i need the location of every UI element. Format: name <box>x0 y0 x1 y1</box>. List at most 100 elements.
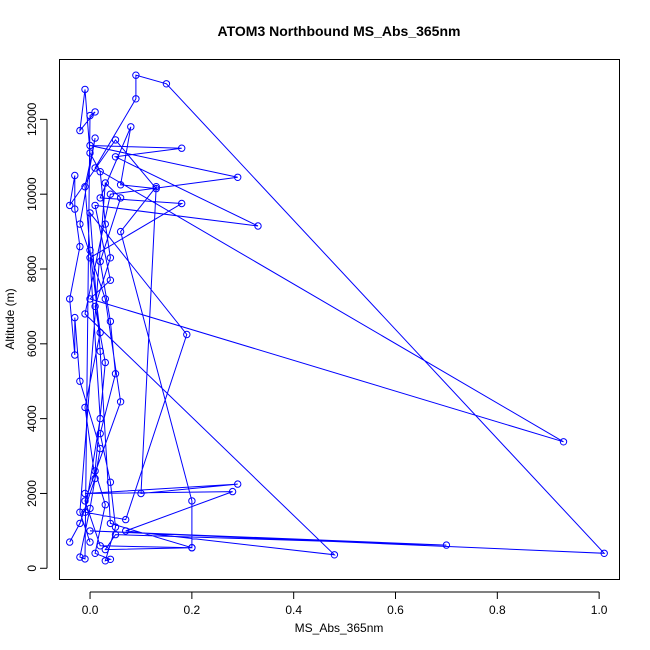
data-point <box>91 474 99 483</box>
data-point <box>81 497 89 505</box>
data-point <box>76 242 84 251</box>
data-point <box>66 538 74 546</box>
data-point <box>234 173 242 182</box>
data-point <box>442 541 451 549</box>
y-axis-label: Altitude (m) <box>3 288 17 349</box>
data-point <box>91 302 99 311</box>
data-point <box>106 555 115 563</box>
data-point <box>81 183 89 191</box>
data-point <box>106 254 115 262</box>
data-point <box>66 201 74 210</box>
data-point <box>137 489 145 498</box>
data-point <box>101 358 110 367</box>
data-point <box>116 398 125 406</box>
data-point <box>106 190 115 198</box>
data-point <box>101 295 110 303</box>
x-tick-label: 0.0 <box>82 603 99 617</box>
y-tick-label: 0 <box>25 565 39 572</box>
data-point <box>234 480 242 488</box>
data-point <box>86 141 94 150</box>
data-point <box>91 108 99 116</box>
data-point <box>111 530 120 539</box>
y-tick-label: 6000 <box>25 330 39 357</box>
data-point <box>96 542 104 550</box>
y-axis: 0 2000 4000 6000 8000 10000 12000 <box>25 102 48 572</box>
data-point <box>162 80 171 88</box>
data-point <box>96 444 104 453</box>
data-point <box>86 527 94 535</box>
series-layer <box>66 71 608 565</box>
data-point <box>86 149 94 157</box>
data-point <box>101 545 110 554</box>
data-point <box>86 295 94 303</box>
data-point <box>71 205 79 213</box>
data-point <box>76 220 84 228</box>
data-point <box>91 467 99 475</box>
y-tick-label: 10000 <box>25 177 39 211</box>
data-point <box>116 181 125 189</box>
data-point <box>228 487 237 496</box>
data-point <box>81 555 89 563</box>
plot-area <box>59 59 620 580</box>
data-point <box>600 549 608 557</box>
data-point <box>111 153 120 161</box>
series-line <box>69 74 606 562</box>
data-point <box>96 347 104 355</box>
data-point <box>91 164 99 172</box>
data-point <box>81 310 89 318</box>
data-point <box>96 168 104 176</box>
data-point <box>178 144 186 152</box>
data-point <box>71 171 79 180</box>
data-point <box>86 504 94 513</box>
data-point <box>132 71 140 79</box>
data-point <box>132 95 140 103</box>
data-point <box>86 538 94 546</box>
data-point <box>71 351 79 359</box>
y-tick-label: 8000 <box>25 255 39 282</box>
data-point <box>178 199 186 208</box>
x-axis-label: MS_Abs_365nm <box>295 621 384 635</box>
data-point <box>559 438 568 446</box>
data-point <box>76 377 84 385</box>
data-point <box>91 549 99 557</box>
data-point <box>188 544 196 552</box>
data-point <box>111 523 120 531</box>
x-tick-label: 0.6 <box>387 603 404 617</box>
chart-title: ATOM3 Northbound MS_Abs_365nm <box>218 23 461 39</box>
data-point <box>106 317 115 326</box>
data-point <box>122 515 130 524</box>
data-point <box>116 227 125 236</box>
data-point <box>116 194 125 202</box>
data-point <box>101 220 110 228</box>
data-point <box>86 209 94 217</box>
data-point <box>96 328 104 337</box>
x-tick-label: 1.0 <box>591 603 608 617</box>
data-point <box>81 508 89 516</box>
data-point <box>81 85 89 94</box>
data-point <box>122 527 130 535</box>
data-point <box>96 414 104 423</box>
data-point <box>152 183 160 191</box>
data-point <box>183 330 191 339</box>
data-point <box>188 497 196 505</box>
data-point <box>81 489 89 498</box>
data-point <box>330 551 339 559</box>
data-point <box>81 403 89 412</box>
data-point <box>66 295 74 303</box>
data-point <box>86 254 94 262</box>
data-point <box>152 184 160 193</box>
data-point <box>96 194 104 202</box>
y-tick-label: 4000 <box>25 405 39 432</box>
x-tick-label: 0.2 <box>184 603 201 617</box>
x-axis: 0.0 0.2 0.4 0.6 0.8 1.0 <box>82 591 608 617</box>
data-point <box>76 508 84 516</box>
data-point <box>71 313 79 322</box>
data-point <box>101 557 110 565</box>
x-tick-label: 0.8 <box>489 603 506 617</box>
data-point <box>106 276 115 284</box>
data-point <box>91 134 99 142</box>
y-tick-label: 12000 <box>25 102 39 136</box>
data-point <box>101 179 110 187</box>
data-point <box>127 123 135 131</box>
